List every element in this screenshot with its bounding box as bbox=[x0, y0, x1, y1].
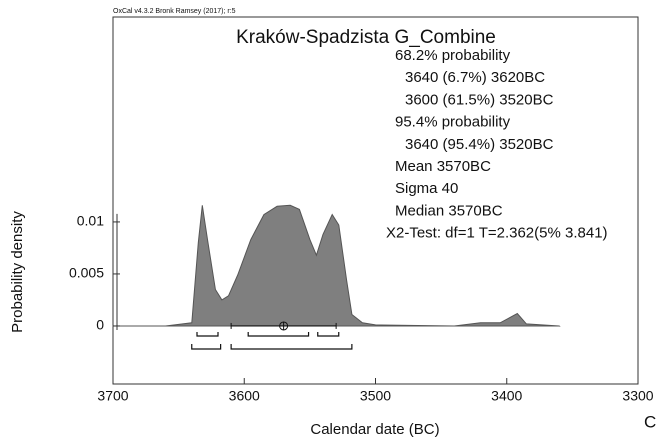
density-area bbox=[112, 204, 561, 327]
annotation: 3640 (95.4%) 3520BC bbox=[405, 136, 554, 153]
x-tick-label: 3300 bbox=[622, 388, 653, 404]
annotation: Mean 3570BC bbox=[395, 158, 491, 175]
annotation: 95.4% probability bbox=[395, 114, 511, 131]
annotation: Sigma 40 bbox=[395, 180, 458, 197]
y-tick-label: 0.01 bbox=[77, 213, 104, 229]
range-bracket bbox=[230, 344, 353, 350]
x-tick-label: 3600 bbox=[229, 388, 260, 404]
x-axis-label: Calendar date (BC) bbox=[310, 421, 439, 438]
y-tick-label: 0 bbox=[96, 317, 104, 333]
panel-label: C bbox=[644, 412, 656, 431]
y-tick-label: 0.005 bbox=[69, 265, 104, 281]
range-bracket bbox=[191, 344, 222, 350]
credit: OxCal v4.3.2 Bronk Ramsey (2017); r:5 bbox=[113, 8, 236, 15]
chart-title: Kraków-Spadzista G_Combine bbox=[236, 27, 496, 48]
range-bracket bbox=[247, 332, 310, 337]
x-tick-label: 3700 bbox=[97, 388, 128, 404]
plot-frame bbox=[112, 16, 639, 385]
annotation: X2-Test: df=1 T=2.362(5% 3.841) bbox=[386, 225, 608, 242]
annotation: 3640 (6.7%) 3620BC bbox=[405, 69, 545, 86]
annotation: Median 3570BC bbox=[395, 202, 503, 219]
annotation: 3600 (61.5%) 3520BC bbox=[405, 91, 554, 108]
x-tick-label: 3500 bbox=[360, 388, 391, 404]
range-bracket bbox=[196, 332, 219, 337]
range-bracket bbox=[317, 332, 340, 337]
annotation: 68.2% probability bbox=[395, 47, 511, 64]
x-tick-label: 3400 bbox=[491, 388, 522, 404]
y-axis-label: Probability density bbox=[9, 211, 26, 333]
